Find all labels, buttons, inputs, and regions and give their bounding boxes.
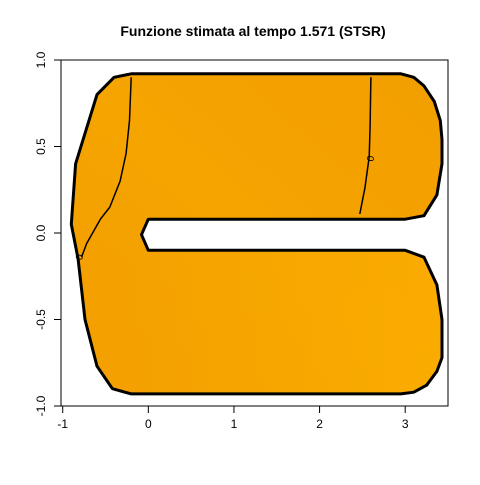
x-tick-label-0: -1 [57,417,68,431]
chart-title: Funzione stimata al tempo 1.571 (STSR) [120,23,385,39]
x-tick-label-3: 2 [316,417,323,431]
contour-line-0 [80,77,132,258]
y-tick-label-1: -0.5 [34,309,48,330]
contour-line-1 [359,77,372,215]
domain-layer: 00 [69,72,444,396]
x-tick-label-1: 0 [145,417,152,431]
contour-label-1: 0 [366,155,378,163]
y-tick-label-0: -1.0 [34,395,48,416]
domain-boundary [69,72,444,396]
axes: -1 0 1 2 3 -1.0 -0.5 0.0 0.5 1.0 [34,51,409,431]
y-tick-label-4: 1.0 [34,51,48,68]
x-tick-label-2: 1 [231,417,238,431]
y-tick-label-3: 0.5 [34,138,48,155]
domain-lower-shading [71,250,443,394]
x-tick-label-4: 3 [402,417,409,431]
contour-label-0: 0 [74,253,86,261]
y-tick-label-2: 0.0 [34,224,48,241]
